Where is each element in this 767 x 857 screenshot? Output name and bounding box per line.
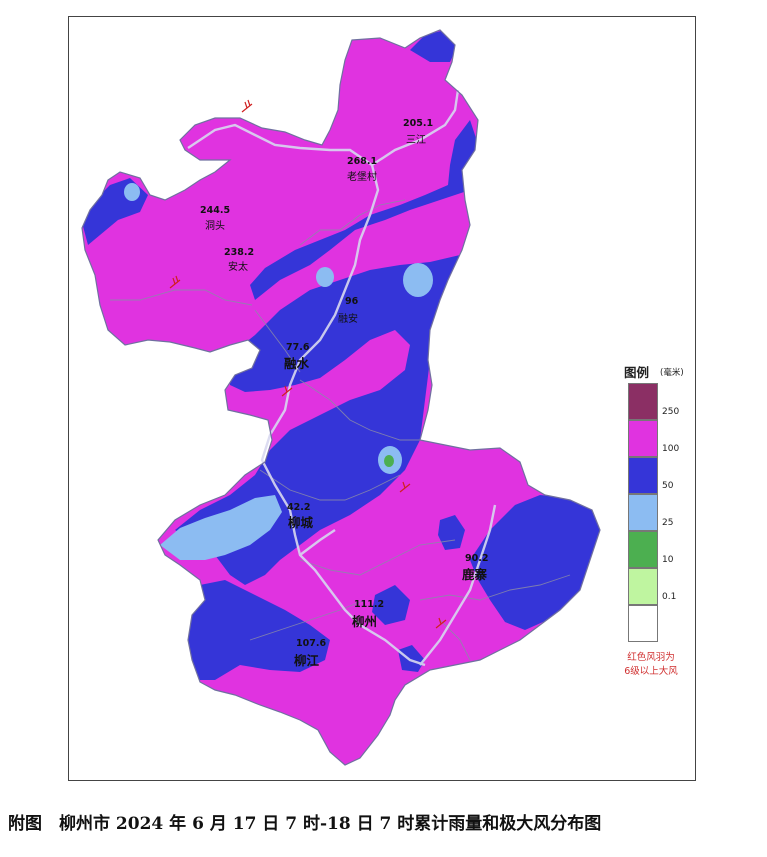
station-value: 268.1 [347, 156, 377, 167]
legend-note-line: 红色风羽为 [627, 652, 675, 663]
legend-swatch [628, 531, 658, 568]
legend-note-line: 6级以上大风 [624, 666, 678, 677]
prefecture-boundary [81, 29, 601, 766]
station-antai: 238.2 安太 [224, 247, 254, 273]
station-name: 融水 [284, 356, 310, 371]
station-labels: 205.1 三江 268.1 老堡村 244.5 洞头 238.2 安太 96 … [200, 118, 488, 668]
legend-tick-label: 50 [662, 481, 674, 491]
legend-swatch [628, 605, 658, 642]
station-liujiang: 107.6 柳江 [294, 638, 326, 668]
station-name: 柳州 [352, 614, 377, 629]
legend-tick-label: 0.1 [662, 592, 677, 602]
station-luzhai: 90.2 鹿寨 [462, 553, 488, 582]
legend-swatch [628, 383, 658, 420]
wind-barbs [169, 99, 447, 629]
legend-unit: (毫米) [660, 368, 684, 378]
station-value: 205.1 [403, 118, 433, 129]
legend-tick-label: 10 [662, 555, 674, 565]
rainfall-layer [82, 30, 600, 765]
station-value: 238.2 [224, 247, 254, 258]
wind-barb [169, 275, 181, 289]
station-name: 安太 [228, 260, 248, 273]
figure-caption: 附图 柳州市 2024 年 6 月 17 日 7 时-18 日 7 时累计雨量和… [8, 814, 602, 834]
wind-barb [399, 481, 411, 493]
station-laobaocun: 268.1 老堡村 [347, 156, 377, 183]
station-dongtou: 244.5 洞头 [200, 205, 230, 232]
wind-barb [281, 385, 293, 397]
station-value: 42.2 [287, 502, 310, 513]
station-rongan: 96 融安 [338, 296, 359, 325]
legend-swatch [628, 494, 658, 531]
station-value: 77.6 [286, 342, 310, 353]
legend-tick-label: 100 [662, 444, 680, 454]
station-value: 111.2 [354, 599, 384, 610]
legend-swatch [628, 568, 658, 605]
wind-barb [241, 99, 253, 113]
station-value: 90.2 [465, 553, 488, 564]
station-name: 融安 [338, 312, 358, 325]
legend-tick-label: 250 [662, 407, 680, 417]
station-rongshui: 77.6 融水 [284, 342, 310, 371]
legend-note: 红色风羽为 6级以上大风 [606, 651, 696, 679]
legend-swatch [628, 457, 658, 494]
station-value: 107.6 [296, 638, 326, 649]
station-value: 244.5 [200, 205, 230, 216]
station-name: 鹿寨 [462, 567, 488, 582]
legend-swatch [628, 420, 658, 457]
station-name: 柳江 [294, 653, 320, 668]
station-name: 柳城 [288, 515, 314, 530]
river-network [187, 89, 497, 667]
legend-tick-label: 25 [662, 518, 674, 528]
station-name: 洞头 [205, 220, 225, 232]
station-liucheng: 42.2 柳城 [287, 502, 314, 530]
station-name: 老堡村 [347, 170, 377, 183]
station-value: 96 [345, 296, 359, 307]
station-sanjiang: 205.1 三江 [403, 118, 433, 146]
wind-barb [435, 617, 447, 629]
station-name: 三江 [406, 134, 426, 146]
legend-title: 图例 [624, 365, 650, 380]
station-liuzhou: 111.2 柳州 [352, 599, 384, 629]
